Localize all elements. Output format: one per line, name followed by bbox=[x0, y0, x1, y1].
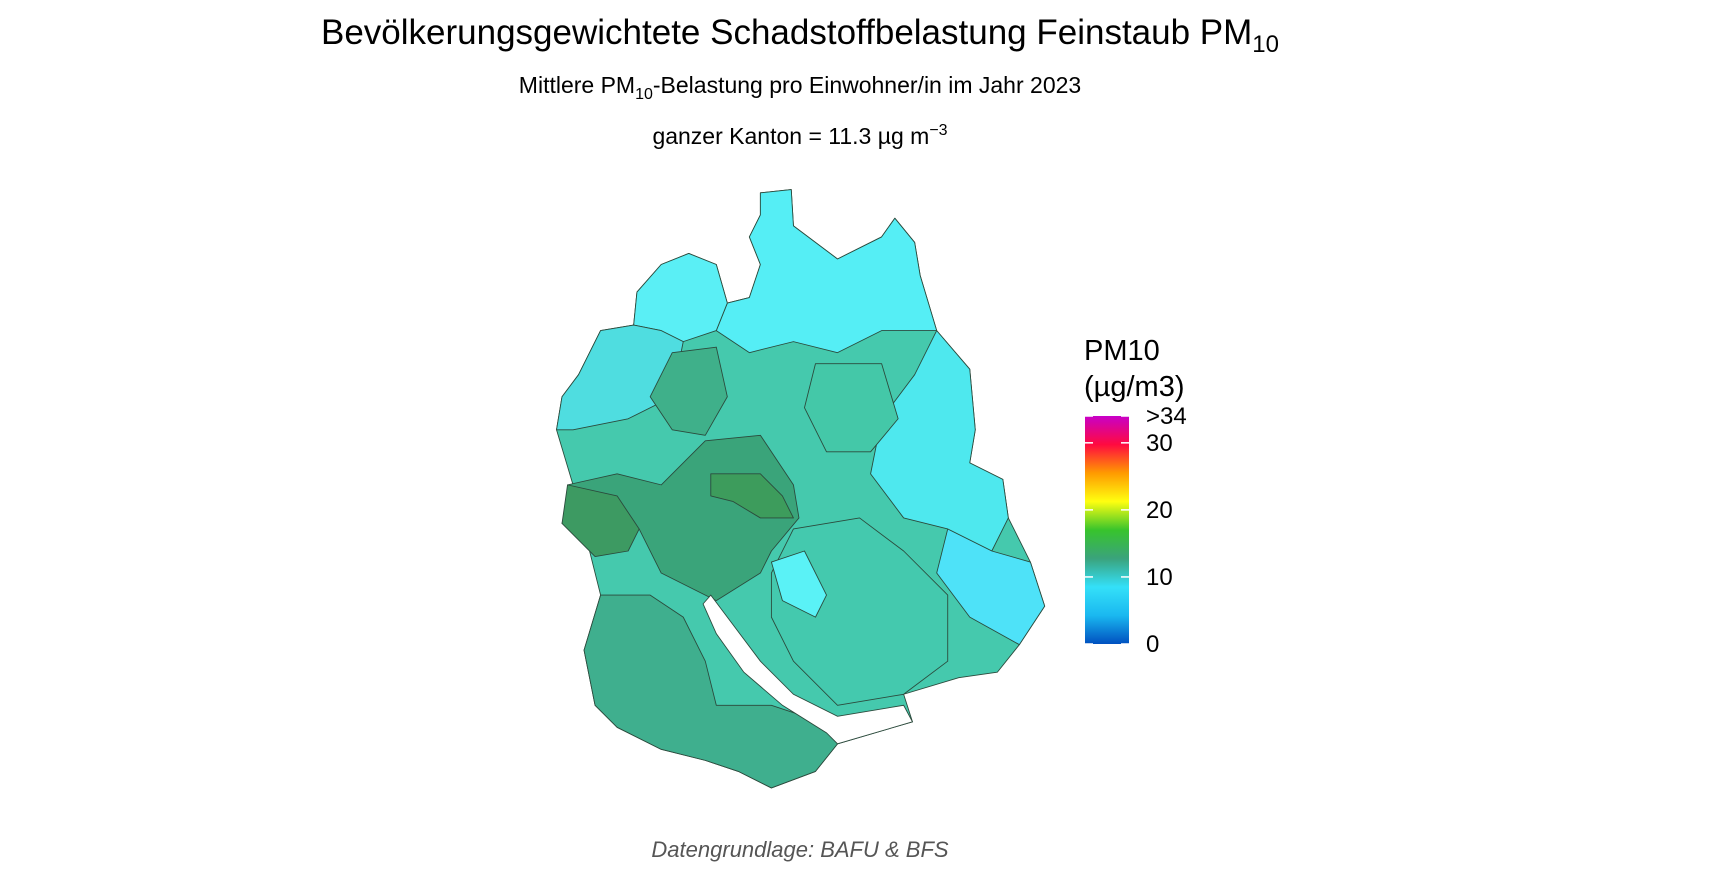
legend-tick-label: 30 bbox=[1146, 430, 1173, 457]
region bbox=[804, 363, 899, 453]
legend-title: (µg/m3) bbox=[1084, 371, 1185, 403]
subtitle-text: -Belastung pro Einwohner/in im Jahr 2023 bbox=[653, 72, 1081, 98]
title-subscript: 10 bbox=[1252, 31, 1279, 58]
title: Bevölkerungsgewichtete Schadstoffbelastu… bbox=[321, 13, 1279, 58]
colorbar bbox=[1085, 416, 1129, 644]
summary: ganzer Kanton = 11.3 µg m−3 bbox=[652, 122, 947, 149]
region bbox=[715, 189, 938, 354]
summary-superscript: −3 bbox=[929, 122, 947, 139]
region bbox=[649, 346, 728, 436]
subtitle: Mittlere PM10-Belastung pro Einwohner/in… bbox=[519, 72, 1081, 103]
region bbox=[583, 594, 838, 789]
legend: 0 10 20 30>34 bbox=[1085, 403, 1187, 658]
legend-tick-label: 0 bbox=[1146, 631, 1159, 658]
legend-title: PM10 bbox=[1084, 335, 1160, 367]
map bbox=[556, 189, 1046, 789]
legend-tick-label: 10 bbox=[1146, 564, 1173, 591]
subtitle-text: Mittlere PM bbox=[519, 72, 635, 98]
caption: Datengrundlage: BAFU & BFS bbox=[651, 837, 948, 862]
lake bbox=[702, 594, 914, 745]
summary-text: ganzer Kanton = 11.3 µg m bbox=[652, 123, 929, 149]
region bbox=[770, 550, 827, 618]
title-text: Bevölkerungsgewichtete Schadstoffbelastu… bbox=[321, 13, 1252, 52]
legend-tick-label: 20 bbox=[1146, 497, 1173, 524]
region bbox=[770, 517, 949, 706]
region bbox=[561, 484, 640, 557]
subtitle-subscript: 10 bbox=[635, 86, 653, 103]
region bbox=[710, 473, 794, 519]
legend-tick-label: >34 bbox=[1146, 403, 1187, 430]
region bbox=[936, 528, 1046, 646]
region bbox=[556, 324, 684, 431]
